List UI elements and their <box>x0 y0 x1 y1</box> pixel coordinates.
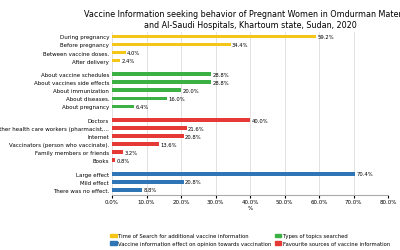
Text: 28.8%: 28.8% <box>213 72 229 78</box>
Title: Vaccine Information seeking behavior of Pregnant Women in Omdurman Maternity
and: Vaccine Information seeking behavior of … <box>84 10 400 30</box>
Text: 13.6%: 13.6% <box>160 142 177 147</box>
Text: 4.0%: 4.0% <box>127 51 140 56</box>
Bar <box>112 151 123 154</box>
Text: 20.0%: 20.0% <box>182 88 199 94</box>
Bar <box>112 172 355 176</box>
Text: 21.6%: 21.6% <box>188 126 204 131</box>
Bar <box>112 119 250 122</box>
Text: 20.8%: 20.8% <box>185 180 202 185</box>
Bar <box>112 44 231 47</box>
Bar <box>112 180 184 184</box>
Text: 16.0%: 16.0% <box>168 96 185 102</box>
Bar <box>112 89 181 93</box>
Bar <box>112 143 159 146</box>
Bar <box>112 60 120 63</box>
Text: 28.8%: 28.8% <box>213 80 229 86</box>
Bar <box>112 73 211 77</box>
Bar <box>112 97 167 101</box>
Text: 2.4%: 2.4% <box>122 59 135 64</box>
Text: 20.8%: 20.8% <box>185 134 202 139</box>
Text: 59.2%: 59.2% <box>318 35 334 40</box>
Bar <box>112 127 186 130</box>
Text: 6.4%: 6.4% <box>136 104 149 110</box>
Bar <box>112 135 184 138</box>
Text: 34.4%: 34.4% <box>232 43 248 48</box>
Bar <box>112 81 211 85</box>
Text: 8.8%: 8.8% <box>144 188 157 193</box>
Bar <box>112 188 142 192</box>
Bar <box>112 159 115 162</box>
Bar <box>112 52 126 55</box>
Text: 70.4%: 70.4% <box>356 172 373 177</box>
Bar <box>112 105 134 109</box>
Text: 0.8%: 0.8% <box>116 158 129 163</box>
Text: 3.2%: 3.2% <box>124 150 138 155</box>
Bar <box>112 36 316 39</box>
X-axis label: %: % <box>248 206 252 210</box>
Text: 40.0%: 40.0% <box>251 118 268 123</box>
Legend: Time of Search for additional vaccine information, Vaccine information effect on: Time of Search for additional vaccine in… <box>110 234 390 246</box>
